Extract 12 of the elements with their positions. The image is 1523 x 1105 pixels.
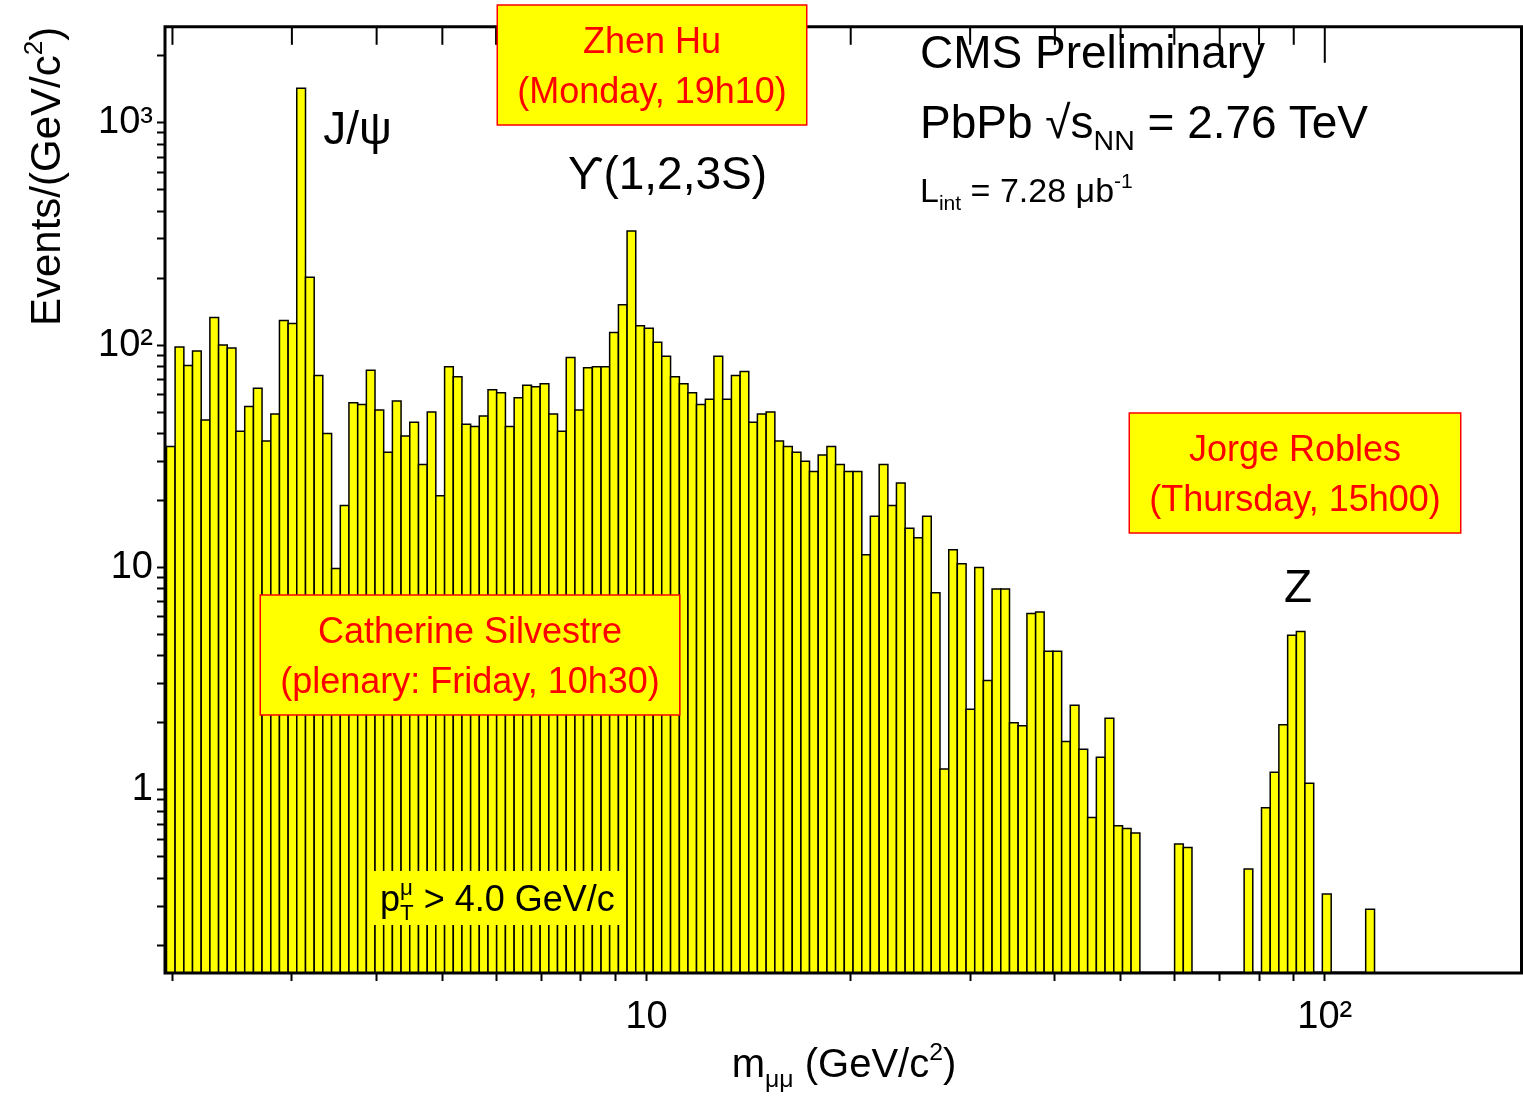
annotation: CMS Preliminary [920,26,1266,79]
y-axis-title: Events/(GeV/c2) [18,26,69,327]
annotation: Catherine Silvestre (plenary: Friday, 10h30) [280,609,660,701]
annotation: J/ψ [323,102,392,155]
y-tick-label: 1 [131,766,153,809]
annotation: Jorge Robles (Thursday, 15h00) [1149,427,1441,519]
annotation: Zhen Hu (Monday, 19h10) [517,19,787,111]
y-tick-label: 10³ [98,99,153,142]
y-tick-label: 10² [98,321,153,364]
annotation: Z [1283,559,1313,612]
y-tick-label: 10 [110,543,153,586]
annotation: ϒ(1,2,3S) [567,147,768,200]
